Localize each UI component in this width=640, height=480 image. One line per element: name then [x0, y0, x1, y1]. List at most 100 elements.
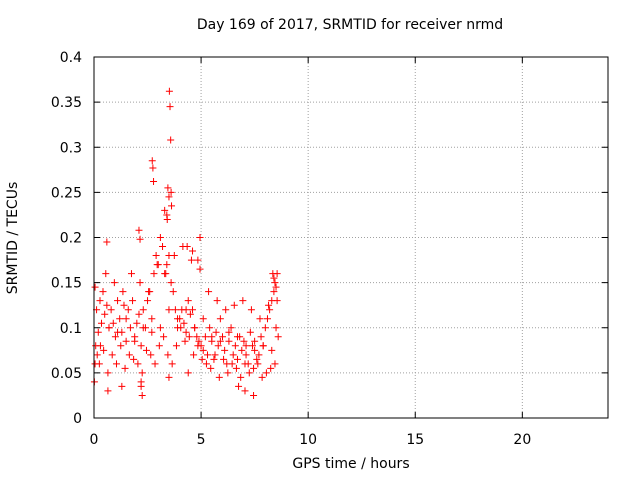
axis-ticks: 0 0.05 0.1 0.15 0.2 0.25 0.3 0.35 0.4 0 5 10 15 20 — [51, 50, 608, 448]
data-point — [182, 306, 190, 314]
data-point — [159, 243, 167, 251]
data-point — [105, 324, 113, 332]
data-point — [122, 337, 130, 345]
data-point — [272, 324, 280, 332]
data-point — [165, 306, 173, 314]
data-point — [96, 297, 104, 305]
data-point — [196, 234, 204, 241]
data-point — [189, 306, 197, 314]
data-point — [102, 270, 110, 278]
data-point — [163, 261, 171, 269]
data-point — [255, 351, 263, 359]
data-point — [201, 333, 209, 341]
data-point — [124, 306, 132, 314]
data-point — [129, 297, 137, 305]
data-point — [150, 270, 158, 278]
y-tick-label: 0.25 — [51, 185, 82, 201]
data-point — [230, 301, 238, 309]
data-point — [167, 136, 175, 144]
data-point — [137, 378, 145, 386]
data-point — [126, 324, 134, 332]
data-point — [170, 252, 178, 260]
data-point — [194, 256, 202, 264]
data-point — [225, 328, 233, 336]
data-point — [189, 247, 197, 255]
data-point — [195, 337, 203, 345]
data-point — [164, 184, 172, 192]
data-point — [114, 297, 122, 305]
data-point — [213, 297, 221, 305]
data-point — [257, 333, 265, 341]
data-point — [215, 373, 223, 381]
data-point — [135, 226, 143, 234]
data-point — [97, 319, 105, 327]
data-point — [91, 360, 99, 368]
data-point — [251, 346, 259, 354]
data-point — [206, 324, 214, 332]
data-point — [165, 373, 173, 381]
data-point — [248, 342, 256, 350]
data-point — [231, 342, 239, 350]
data-point — [227, 324, 235, 332]
data-point — [259, 342, 267, 350]
data-point — [112, 360, 120, 368]
data-point — [182, 328, 190, 336]
data-point — [99, 288, 107, 296]
data-point — [216, 337, 224, 345]
data-point — [185, 333, 193, 341]
plot-frame — [93, 56, 609, 419]
data-point — [168, 202, 176, 210]
data-point — [184, 297, 192, 305]
data-point — [134, 360, 142, 368]
data-point — [270, 288, 278, 296]
data-point — [136, 235, 144, 243]
y-tick-label: 0.4 — [60, 50, 82, 66]
data-point — [274, 333, 282, 341]
data-point — [205, 288, 213, 296]
data-point — [273, 270, 281, 278]
data-point — [220, 355, 228, 363]
data-point — [103, 238, 111, 246]
data-point — [137, 342, 145, 350]
data-point — [145, 288, 153, 296]
data-point — [110, 279, 118, 287]
data-point — [109, 319, 117, 327]
data-point — [149, 164, 157, 172]
data-point — [208, 333, 216, 341]
data-point — [202, 360, 210, 368]
data-point — [233, 333, 241, 341]
data-point — [163, 215, 171, 223]
data-point — [127, 270, 135, 278]
data-point — [270, 274, 278, 282]
data-point — [172, 342, 180, 350]
data-point — [155, 342, 163, 350]
data-point — [242, 351, 250, 359]
data-point — [114, 328, 122, 336]
chart-title: Day 169 of 2017, SRMTID for receiver nrm… — [196, 17, 504, 33]
data-point — [108, 351, 116, 359]
data-point — [263, 315, 271, 323]
x-tick-label: 0 — [90, 432, 99, 448]
data-point — [160, 333, 168, 341]
data-point — [186, 310, 194, 318]
data-point — [96, 342, 104, 350]
data-point — [111, 333, 119, 341]
data-point — [164, 351, 172, 359]
data-point — [100, 346, 108, 354]
data-point — [168, 360, 176, 368]
data-point — [101, 310, 109, 318]
data-point — [271, 279, 279, 287]
y-tick-label: 0.2 — [60, 231, 82, 247]
data-point — [262, 369, 270, 377]
data-point — [222, 306, 230, 314]
data-point — [156, 324, 164, 332]
data-point — [165, 87, 173, 95]
data-point — [153, 261, 161, 269]
data-point — [246, 328, 254, 336]
data-point — [245, 369, 253, 377]
data-point — [156, 234, 164, 241]
data-point — [142, 346, 150, 354]
data-point — [166, 103, 174, 111]
data-point — [94, 328, 102, 336]
